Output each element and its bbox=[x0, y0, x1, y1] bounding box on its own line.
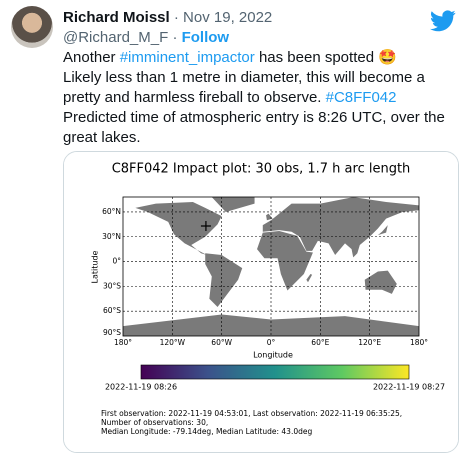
y-axis-label: Latitude bbox=[91, 250, 100, 283]
text-segment: great lakes. bbox=[63, 129, 141, 146]
colorbar-label: 2022-11-19 08:26 bbox=[105, 383, 177, 392]
y-tick-label: 60°S bbox=[103, 306, 121, 315]
x-tick-label: 120°E bbox=[358, 338, 381, 347]
text-segment: has been spotted 🤩 bbox=[254, 49, 397, 66]
date[interactable]: Nov 19, 2022 bbox=[183, 9, 273, 26]
impact-marker bbox=[200, 221, 211, 232]
text-segment: Likely less than 1 metre in diameter, th… bbox=[63, 69, 425, 86]
separator: · bbox=[173, 9, 179, 26]
landmass bbox=[205, 253, 243, 308]
plot-title: C8FF042 Impact plot: 30 obs, 1.7 h arc l… bbox=[112, 162, 411, 177]
follow-button[interactable]: Follow bbox=[181, 29, 230, 46]
text-segment: Predicted time of atmospheric entry is 8… bbox=[63, 109, 445, 126]
handle[interactable]: @Richard_M_F bbox=[63, 29, 169, 46]
tweet-line: pretty and harmless fireball to observe.… bbox=[63, 88, 445, 108]
separator: · bbox=[172, 29, 178, 46]
tweet-line: Predicted time of atmospheric entry is 8… bbox=[63, 108, 445, 128]
landmass bbox=[364, 270, 397, 294]
hashtag[interactable]: #C8FF042 bbox=[325, 89, 397, 106]
media-card[interactable]: C8FF042 Impact plot: 30 obs, 1.7 h arc l… bbox=[63, 151, 459, 453]
y-tick-label: 60°N bbox=[102, 207, 121, 216]
footer-line: Median Longitude: -79.14deg, Median Lati… bbox=[101, 427, 312, 436]
impact-plot: C8FF042 Impact plot: 30 obs, 1.7 h arc l… bbox=[64, 152, 458, 452]
tweet-line: great lakes. bbox=[63, 128, 445, 148]
landmass bbox=[306, 273, 313, 283]
colorbar bbox=[140, 364, 410, 380]
footer-line: First observation: 2022-11-19 04:53:01, … bbox=[101, 409, 402, 418]
y-tick-label: 0° bbox=[112, 257, 121, 266]
x-axis-label: Longitude bbox=[253, 351, 293, 360]
hashtag[interactable]: #imminent_impactor bbox=[119, 49, 255, 66]
text-segment: Another bbox=[63, 49, 120, 66]
x-tick-label: 60°E bbox=[311, 338, 329, 347]
x-tick-label: 180° bbox=[114, 338, 132, 347]
x-tick-label: 120°W bbox=[160, 338, 186, 347]
twitter-logo[interactable] bbox=[430, 10, 456, 32]
y-tick-label: 30°N bbox=[102, 232, 121, 241]
colorbar-label: 2022-11-19 08:27 bbox=[373, 383, 445, 392]
tweet-line: Another #imminent_impactor has been spot… bbox=[63, 48, 445, 68]
landmass bbox=[135, 202, 222, 255]
tweet-line: Likely less than 1 metre in diameter, th… bbox=[63, 68, 445, 88]
tweet-header: Richard Moissl · Nov 19, 2022 bbox=[63, 9, 272, 26]
plot-background bbox=[64, 152, 458, 452]
x-tick-label: 180° bbox=[410, 338, 428, 347]
axes-frame bbox=[122, 196, 420, 337]
y-tick-label: 30°S bbox=[103, 281, 121, 290]
author-name[interactable]: Richard Moissl bbox=[63, 9, 170, 26]
text-segment: pretty and harmless fireball to observe. bbox=[63, 89, 326, 106]
x-tick-label: 0° bbox=[267, 338, 276, 347]
y-tick-label: 90°S bbox=[103, 328, 121, 337]
map bbox=[123, 197, 419, 336]
tweet-text: Another #imminent_impactor has been spot… bbox=[63, 48, 445, 148]
footer-line: Number of observations: 30, bbox=[101, 418, 208, 427]
x-tick-label: 60°W bbox=[211, 338, 232, 347]
landmass bbox=[377, 225, 388, 236]
landmass bbox=[211, 197, 255, 212]
avatar[interactable] bbox=[11, 6, 53, 48]
tweet-subheader: @Richard_M_F · Follow bbox=[63, 29, 229, 46]
